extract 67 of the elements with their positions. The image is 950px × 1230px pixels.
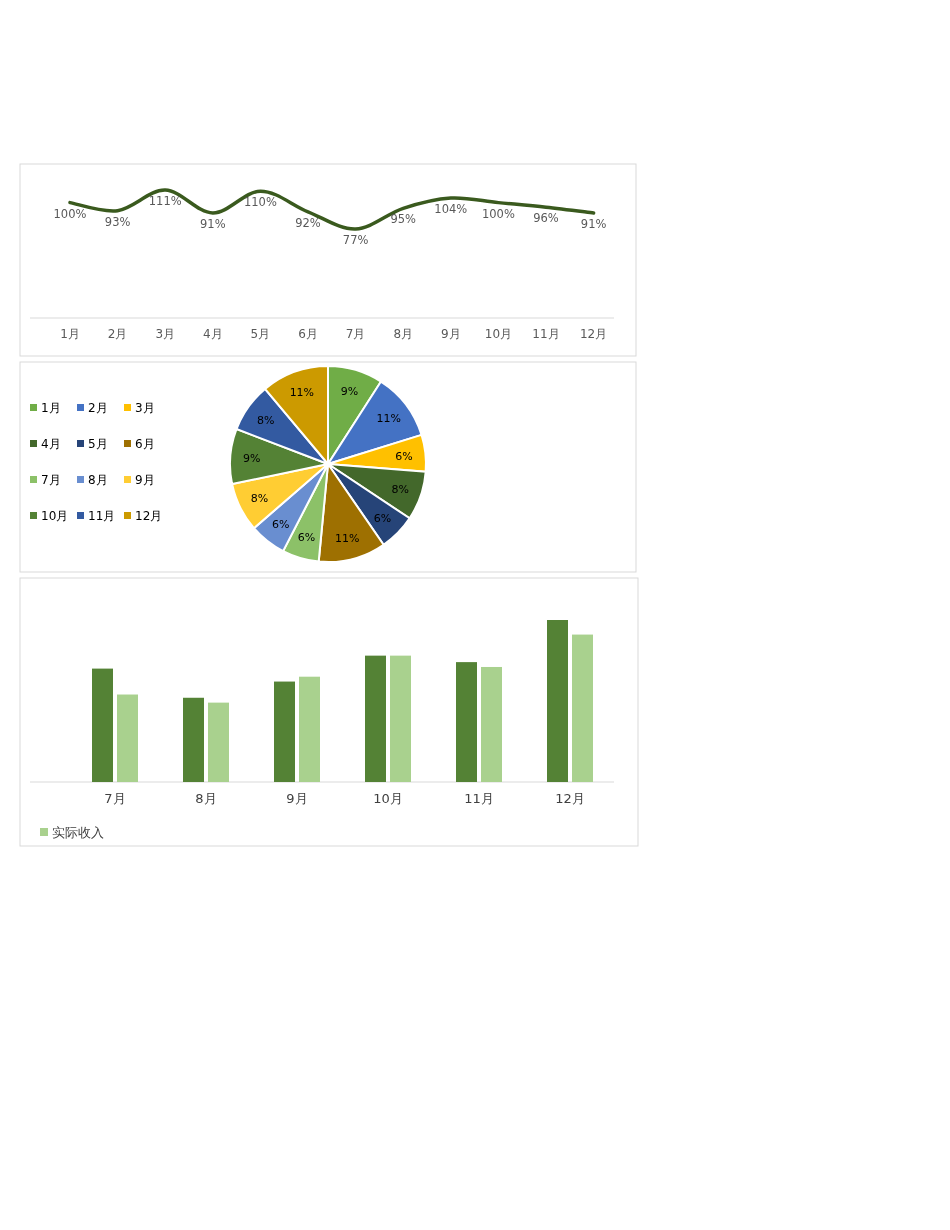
legend-label: 2月: [88, 401, 108, 415]
x-tick-label: 4月: [202, 327, 223, 341]
bar: [456, 662, 477, 782]
data-label: 100%: [481, 206, 515, 221]
x-tick-label: 7月: [345, 327, 366, 341]
legend-label: 12月: [135, 509, 163, 523]
data-label: 8%: [391, 483, 409, 496]
bar: [92, 668, 113, 782]
x-tick-label: 8月: [393, 327, 414, 341]
x-tick-label: 11月: [464, 791, 494, 806]
data-label: 9%: [243, 451, 261, 465]
x-tick-label: 2月: [107, 327, 128, 341]
data-label: 6%: [395, 449, 413, 463]
bar: [547, 620, 568, 782]
bar: [299, 676, 320, 782]
data-label: 6%: [272, 518, 290, 532]
x-tick-label: 10月: [373, 791, 403, 806]
data-label: 110%: [243, 195, 277, 210]
data-label: 93%: [104, 214, 131, 229]
bar: [390, 655, 411, 782]
data-label: 77%: [342, 233, 369, 247]
data-label: 96%: [533, 211, 559, 226]
legend-label: 6月: [135, 437, 155, 451]
data-label: 6%: [297, 531, 316, 545]
bar: [274, 681, 295, 782]
x-tick-label: 9月: [286, 791, 308, 806]
legend-label: 5月: [88, 437, 108, 451]
legend-label: 9月: [135, 473, 155, 487]
data-label: 8%: [257, 413, 275, 427]
x-tick-label: 7月: [104, 791, 126, 806]
x-tick-label: 6月: [298, 327, 318, 341]
data-label: 6%: [373, 511, 392, 525]
legend-label: 8月: [88, 473, 108, 487]
data-label: 92%: [295, 215, 321, 230]
bar: [481, 666, 502, 782]
bar: [365, 655, 386, 782]
legend-label: 11月: [88, 509, 116, 523]
bar: [117, 694, 138, 782]
x-tick-label: 12月: [555, 791, 585, 806]
bar: [183, 697, 204, 782]
x-tick-label: 11月: [532, 327, 560, 341]
data-label: 11%: [334, 531, 360, 545]
bar: [572, 634, 593, 782]
x-tick-label: 8月: [195, 791, 217, 806]
data-label: 9%: [340, 384, 359, 398]
x-tick-label: 12月: [579, 327, 608, 341]
x-tick-label: 1月: [60, 327, 80, 341]
data-label: 91%: [200, 216, 226, 231]
data-label: 104%: [434, 202, 468, 217]
data-label: 100%: [53, 206, 87, 221]
x-tick-label: 9月: [440, 327, 461, 341]
data-label: 11%: [289, 386, 315, 400]
x-tick-label: 3月: [155, 327, 176, 341]
x-tick-label: 10月: [484, 327, 513, 341]
legend-label: 4月: [41, 437, 61, 451]
legend-label: 实际收入: [52, 825, 104, 840]
data-label: 8%: [250, 491, 269, 505]
bar: [208, 702, 229, 782]
data-label: 95%: [390, 212, 417, 227]
data-label: 111%: [148, 194, 182, 208]
legend-label: 7月: [41, 473, 61, 487]
data-label: 91%: [580, 216, 607, 231]
data-label: 11%: [376, 411, 402, 425]
legend-label: 3月: [135, 401, 155, 415]
legend-label: 10月: [41, 509, 69, 523]
legend-label: 1月: [41, 401, 61, 415]
x-tick-label: 5月: [250, 327, 271, 341]
